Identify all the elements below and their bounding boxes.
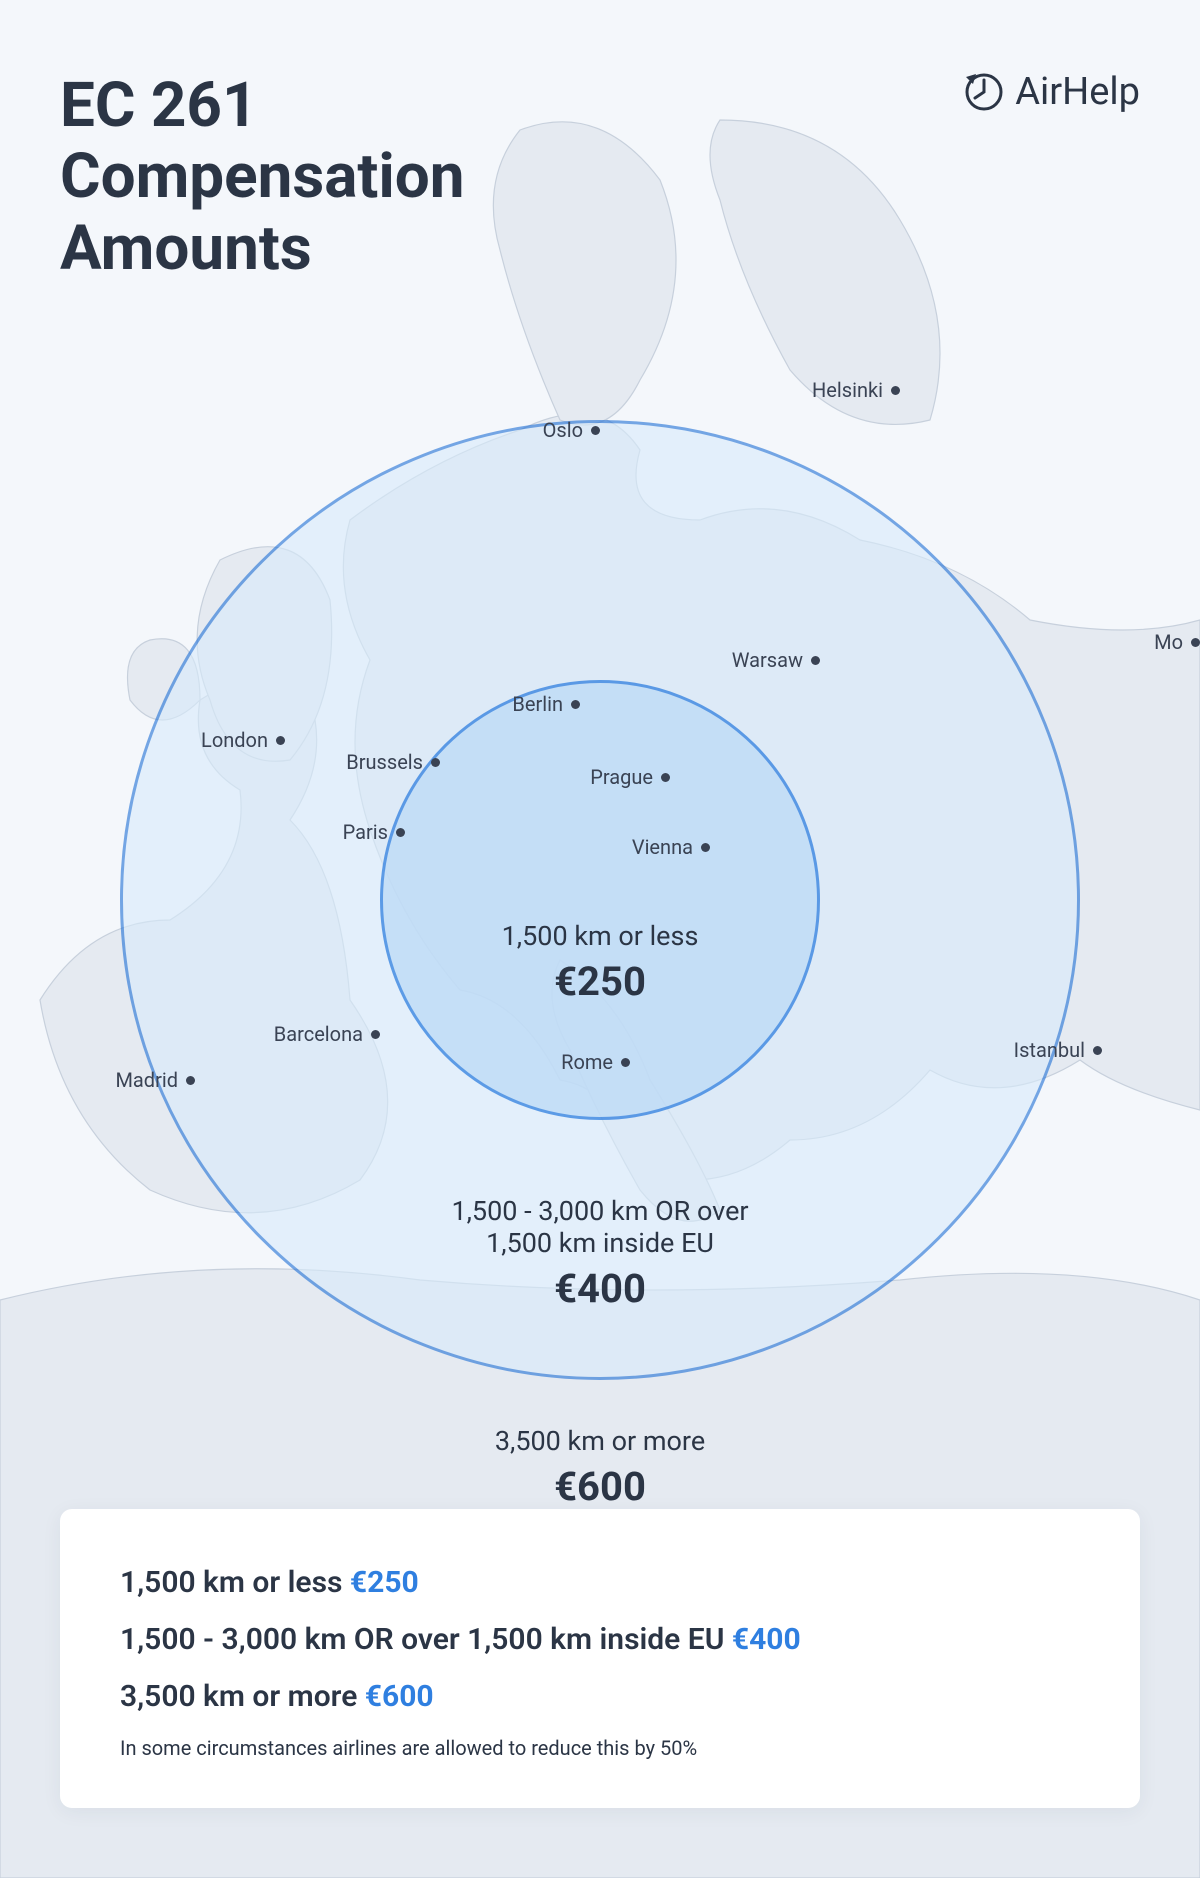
city-mo: Mo bbox=[1050, 630, 1200, 654]
summary-row-label: 1,500 km or less bbox=[120, 1565, 350, 1600]
city-name: Helsinki bbox=[812, 378, 883, 402]
city-prague: Prague bbox=[520, 765, 670, 789]
city-paris: Paris bbox=[255, 820, 405, 844]
tier-desc: 1,500 - 3,000 km OR over 1,500 km inside… bbox=[350, 1195, 850, 1259]
city-name: Mo bbox=[1154, 630, 1183, 654]
city-dot-icon bbox=[1191, 638, 1200, 647]
city-name: Brussels bbox=[346, 750, 423, 774]
city-brussels: Brussels bbox=[290, 750, 440, 774]
city-vienna: Vienna bbox=[560, 835, 710, 859]
city-oslo: Oslo bbox=[450, 418, 600, 442]
city-barcelona: Barcelona bbox=[230, 1022, 380, 1046]
city-dot-icon bbox=[891, 386, 900, 395]
city-dot-icon bbox=[1093, 1046, 1102, 1055]
city-dot-icon bbox=[661, 773, 670, 782]
tier-desc: 3,500 km or more bbox=[350, 1425, 850, 1457]
city-warsaw: Warsaw bbox=[670, 648, 820, 672]
city-helsinki: Helsinki bbox=[750, 378, 900, 402]
brand-name: AirHelp bbox=[1015, 70, 1140, 114]
city-dot-icon bbox=[276, 736, 285, 745]
tier-desc: 1,500 km or less bbox=[350, 920, 850, 952]
city-dot-icon bbox=[621, 1058, 630, 1067]
airhelp-clock-icon bbox=[963, 71, 1005, 113]
city-istanbul: Istanbul bbox=[952, 1038, 1102, 1062]
summary-row-1: 1,500 - 3,000 km OR over 1,500 km inside… bbox=[120, 1622, 1080, 1657]
city-dot-icon bbox=[701, 843, 710, 852]
brand-logo: AirHelp bbox=[963, 70, 1140, 114]
city-dot-icon bbox=[571, 700, 580, 709]
city-name: Prague bbox=[590, 765, 653, 789]
summary-row-amount: €400 bbox=[732, 1622, 801, 1657]
city-dot-icon bbox=[811, 656, 820, 665]
city-name: Barcelona bbox=[274, 1022, 363, 1046]
summary-row-amount: €250 bbox=[350, 1565, 419, 1600]
summary-row-label: 3,500 km or more bbox=[120, 1679, 365, 1714]
summary-footnote: In some circumstances airlines are allow… bbox=[120, 1736, 1080, 1760]
summary-row-2: 3,500 km or more €600 bbox=[120, 1679, 1080, 1714]
city-dot-icon bbox=[396, 828, 405, 837]
tier-label-2: 3,500 km or more €600 bbox=[350, 1425, 850, 1510]
city-dot-icon bbox=[371, 1030, 380, 1039]
city-dot-icon bbox=[186, 1076, 195, 1085]
tier-amount: €400 bbox=[350, 1265, 850, 1312]
summary-row-label: 1,500 - 3,000 km OR over 1,500 km inside… bbox=[120, 1622, 732, 1657]
city-name: Oslo bbox=[543, 418, 583, 442]
city-name: Madrid bbox=[115, 1068, 178, 1092]
city-name: Warsaw bbox=[732, 648, 803, 672]
summary-row-amount: €600 bbox=[365, 1679, 434, 1714]
city-madrid: Madrid bbox=[45, 1068, 195, 1092]
tier-label-0: 1,500 km or less €250 bbox=[350, 920, 850, 1005]
city-berlin: Berlin bbox=[430, 692, 580, 716]
city-dot-icon bbox=[431, 758, 440, 767]
summary-row-0: 1,500 km or less €250 bbox=[120, 1565, 1080, 1600]
city-name: Istanbul bbox=[1014, 1038, 1085, 1062]
city-name: Berlin bbox=[512, 692, 563, 716]
page-title: EC 261 Compensation Amounts bbox=[60, 70, 465, 284]
tier-amount: €600 bbox=[350, 1463, 850, 1510]
summary-card: 1,500 km or less €250 1,500 - 3,000 km OR… bbox=[60, 1509, 1140, 1808]
city-london: London bbox=[135, 728, 285, 752]
city-name: Paris bbox=[343, 820, 388, 844]
city-dot-icon bbox=[591, 426, 600, 435]
city-name: Rome bbox=[561, 1050, 613, 1074]
tier-amount: €250 bbox=[350, 958, 850, 1005]
city-rome: Rome bbox=[480, 1050, 630, 1074]
city-name: Vienna bbox=[632, 835, 693, 859]
tier-label-1: 1,500 - 3,000 km OR over 1,500 km inside… bbox=[350, 1195, 850, 1312]
city-name: London bbox=[201, 728, 268, 752]
